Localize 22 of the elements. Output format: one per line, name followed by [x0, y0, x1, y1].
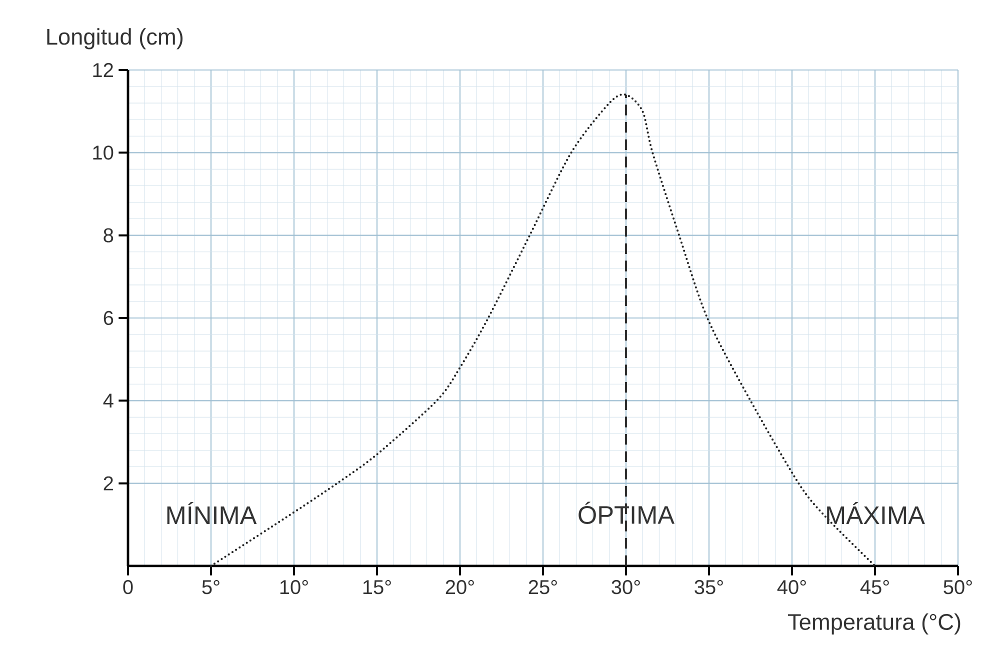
- x-tick-label: 50°: [944, 580, 972, 594]
- x-tick-label: 30°: [612, 580, 640, 594]
- x-axis-title: Temperatura (°C): [788, 613, 960, 634]
- x-tick-label: 0: [123, 580, 133, 594]
- x-tick-label: 15°: [363, 580, 391, 594]
- x-tick-label: 10°: [280, 580, 308, 594]
- y-tick-label: 6: [104, 310, 114, 326]
- y-tick-label: 8: [104, 228, 114, 242]
- x-tick-label: 40°: [777, 580, 806, 594]
- x-tick-label: 20°: [446, 580, 474, 594]
- y-tick-label: 4: [103, 394, 114, 408]
- x-tick-label: 5°: [202, 580, 220, 594]
- y-axis-title: Longitud (cm): [47, 28, 183, 50]
- annotation: MÁXIMA: [827, 502, 925, 524]
- y-tick-label: 2: [104, 476, 113, 490]
- x-tick-label: 25°: [528, 580, 557, 594]
- annotation: ÓPTIMA: [578, 502, 675, 524]
- x-tick-label: 35°: [694, 580, 723, 594]
- y-tick-label: 10: [93, 146, 114, 160]
- x-tick-label: 45°: [860, 580, 889, 594]
- annotation: MÍNIMA: [167, 502, 257, 524]
- y-tick-label: 12: [93, 63, 113, 77]
